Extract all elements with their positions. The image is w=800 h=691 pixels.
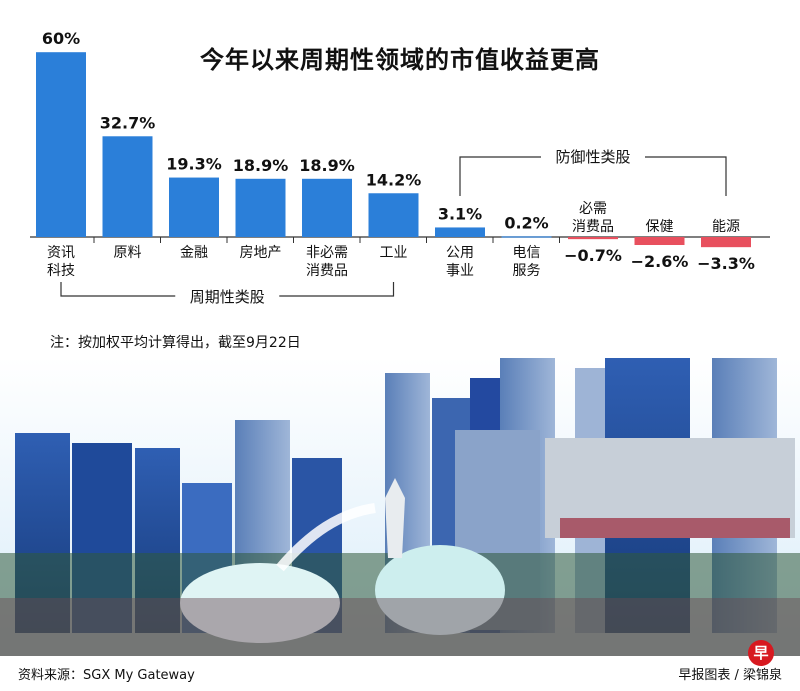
group-label-bg-cyclical <box>175 286 280 306</box>
value-label-3: 18.9% <box>233 156 289 175</box>
value-label-9: −2.6% <box>631 252 689 271</box>
credit-text: 早报图表 / 梁锦泉 <box>678 668 782 683</box>
category-label-2-0: 金融 <box>180 245 208 261</box>
skyline-illustration <box>0 358 800 656</box>
bar-8 <box>568 237 618 240</box>
value-label-7: 0.2% <box>504 213 548 232</box>
bar-10 <box>701 237 751 248</box>
source-text: 资料来源：SGX My Gateway <box>18 668 195 683</box>
bar-3 <box>235 178 286 237</box>
bar-9 <box>634 237 685 246</box>
group-label-defensive: 防御性类股 <box>555 148 630 166</box>
category-label-7-0: 电信 <box>513 245 541 261</box>
category-label-7-1: 服务 <box>513 263 541 279</box>
value-label-4: 18.9% <box>299 156 355 175</box>
category-label-0-1: 科技 <box>47 263 75 279</box>
category-label-10-0: 能源 <box>712 219 740 235</box>
group-label-cyclical: 周期性类股 <box>190 288 265 306</box>
value-label-1: 32.7% <box>100 113 156 132</box>
value-label-10: −3.3% <box>697 254 755 273</box>
category-label-4-0: 非必需 <box>306 245 348 261</box>
group-label-bg-defensive <box>541 146 645 168</box>
value-label-2: 19.3% <box>166 155 222 174</box>
bar-chart: 60%资讯科技32.7%原料19.3%金融18.9%房地产18.9%非必需消费品… <box>30 29 770 306</box>
bar-5 <box>368 193 419 237</box>
category-label-8-1: 消费品 <box>572 219 614 235</box>
bar-6 <box>435 227 485 237</box>
footnote: 注：按加权平均计算得出，截至9月22日 <box>50 335 301 351</box>
footer: 资料来源：SGX My Gateway 早报图表 / 梁锦泉 <box>0 656 800 691</box>
category-label-6-1: 事业 <box>446 263 474 279</box>
value-label-6: 3.1% <box>438 204 482 223</box>
category-label-1-0: 原料 <box>114 245 142 261</box>
category-label-6-0: 公用 <box>446 245 474 261</box>
bar-7 <box>501 236 552 238</box>
bar-2 <box>169 177 219 237</box>
value-label-5: 14.2% <box>366 170 422 189</box>
bar-4 <box>302 178 352 237</box>
category-label-5-0: 工业 <box>380 245 408 261</box>
category-label-0-0: 资讯 <box>47 245 75 261</box>
category-label-4-1: 消费品 <box>306 263 348 279</box>
value-label-0: 60% <box>42 29 80 48</box>
value-label-8: −0.7% <box>564 246 622 265</box>
category-label-9-0: 保健 <box>646 219 674 235</box>
category-label-3-0: 房地产 <box>240 245 282 261</box>
bar-0 <box>36 52 86 238</box>
chart-title: 今年以来周期性领域的市值收益更高 <box>200 46 600 74</box>
city-skyline-photo <box>0 358 800 656</box>
category-label-8-0: 必需 <box>579 201 607 217</box>
bar-1 <box>102 136 153 237</box>
publisher-logo: 早 <box>748 640 774 666</box>
